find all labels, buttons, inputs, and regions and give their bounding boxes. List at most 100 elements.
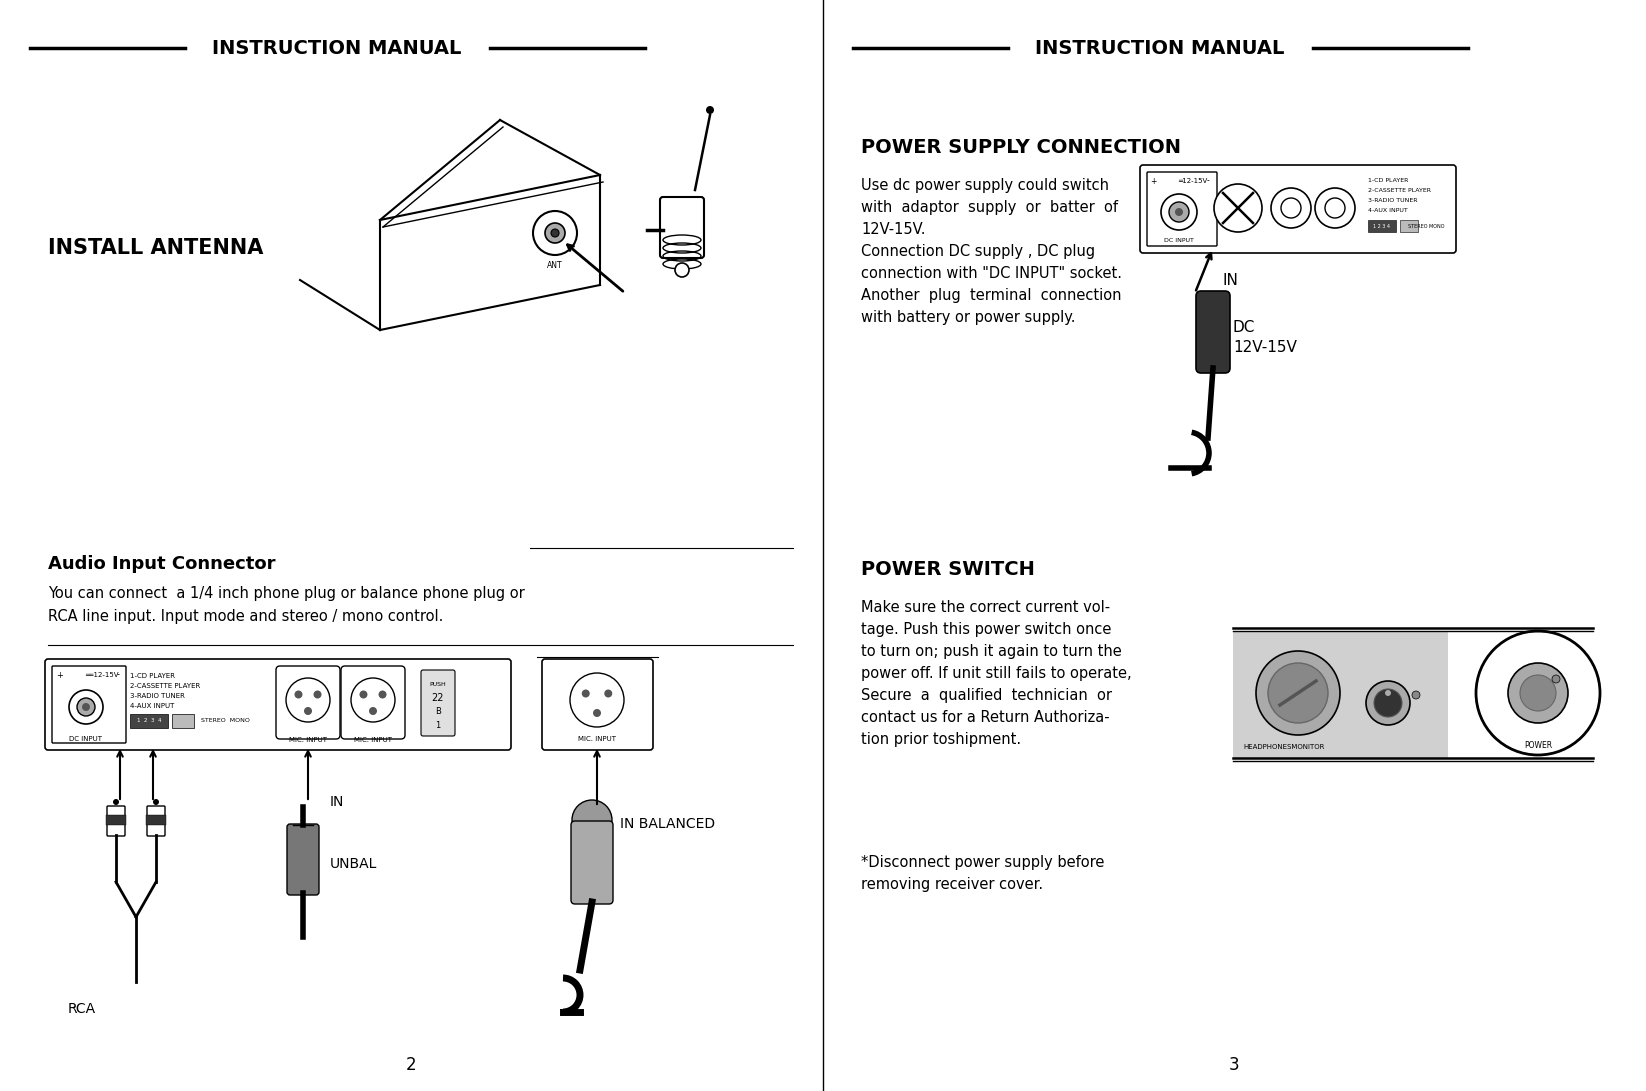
Text: Another  plug  terminal  connection: Another plug terminal connection bbox=[861, 288, 1121, 303]
Text: PUSH: PUSH bbox=[430, 682, 446, 686]
Text: ══12-15V: ══12-15V bbox=[86, 672, 119, 678]
FancyBboxPatch shape bbox=[660, 197, 704, 257]
Circle shape bbox=[1366, 681, 1411, 726]
Circle shape bbox=[675, 263, 690, 277]
Circle shape bbox=[581, 690, 589, 697]
Circle shape bbox=[573, 800, 612, 840]
Text: with battery or power supply.: with battery or power supply. bbox=[861, 310, 1075, 325]
Text: ═12-15V: ═12-15V bbox=[1179, 178, 1207, 184]
Text: Audio Input Connector: Audio Input Connector bbox=[48, 555, 275, 573]
Text: 12V-15V.: 12V-15V. bbox=[861, 221, 925, 237]
Text: to turn on; push it again to turn the: to turn on; push it again to turn the bbox=[861, 644, 1123, 659]
Text: POWER: POWER bbox=[1524, 741, 1552, 750]
Text: +: + bbox=[1151, 177, 1155, 185]
Text: INSTRUCTION MANUAL: INSTRUCTION MANUAL bbox=[212, 38, 461, 58]
Circle shape bbox=[1315, 188, 1355, 228]
Text: DC: DC bbox=[1233, 320, 1256, 335]
Circle shape bbox=[1175, 208, 1183, 216]
Bar bbox=[130, 714, 168, 728]
Text: IN: IN bbox=[329, 795, 344, 810]
Text: contact us for a Return Authoriza-: contact us for a Return Authoriza- bbox=[861, 710, 1109, 726]
Text: POWER SWITCH: POWER SWITCH bbox=[861, 560, 1035, 579]
Circle shape bbox=[1256, 651, 1340, 735]
Text: removing receiver cover.: removing receiver cover. bbox=[861, 877, 1044, 892]
Text: 1: 1 bbox=[436, 720, 441, 730]
Text: power off. If unit still fails to operate,: power off. If unit still fails to operat… bbox=[861, 666, 1131, 681]
FancyBboxPatch shape bbox=[571, 822, 612, 904]
Text: 4-AUX INPUT: 4-AUX INPUT bbox=[1368, 207, 1407, 213]
FancyBboxPatch shape bbox=[146, 806, 165, 836]
Circle shape bbox=[551, 229, 560, 237]
FancyBboxPatch shape bbox=[44, 659, 510, 750]
Text: DC INPUT: DC INPUT bbox=[69, 736, 102, 742]
FancyBboxPatch shape bbox=[542, 659, 653, 750]
Text: HEADPHONESMONITOR: HEADPHONESMONITOR bbox=[1243, 744, 1325, 750]
Bar bbox=[1233, 631, 1448, 758]
Text: tage. Push this power switch once: tage. Push this power switch once bbox=[861, 622, 1111, 637]
Text: MIC. INPUT: MIC. INPUT bbox=[354, 738, 392, 743]
Bar bbox=[105, 815, 127, 825]
Text: 2-CASSETTE PLAYER: 2-CASSETTE PLAYER bbox=[1368, 188, 1430, 192]
Circle shape bbox=[82, 703, 91, 711]
Text: 3: 3 bbox=[1228, 1056, 1239, 1074]
Circle shape bbox=[1508, 663, 1569, 723]
Circle shape bbox=[69, 690, 104, 724]
Circle shape bbox=[1267, 663, 1328, 723]
Text: IN BALANCED: IN BALANCED bbox=[621, 817, 714, 831]
FancyBboxPatch shape bbox=[1141, 165, 1457, 253]
Text: tion prior toshipment.: tion prior toshipment. bbox=[861, 732, 1021, 747]
Circle shape bbox=[114, 799, 119, 805]
FancyBboxPatch shape bbox=[421, 670, 454, 736]
Text: RCA line input. Input mode and stereo / mono control.: RCA line input. Input mode and stereo / … bbox=[48, 609, 443, 624]
Bar bbox=[1368, 220, 1396, 232]
Circle shape bbox=[1374, 690, 1402, 717]
Text: 4-AUX INPUT: 4-AUX INPUT bbox=[130, 703, 174, 709]
FancyBboxPatch shape bbox=[1197, 291, 1230, 373]
FancyBboxPatch shape bbox=[107, 806, 125, 836]
Text: UNBAL: UNBAL bbox=[329, 858, 377, 871]
Circle shape bbox=[295, 691, 303, 698]
Text: MIC. INPUT: MIC. INPUT bbox=[290, 738, 328, 743]
Circle shape bbox=[1169, 202, 1188, 221]
Circle shape bbox=[153, 799, 160, 805]
Text: +: + bbox=[56, 671, 64, 680]
Circle shape bbox=[305, 707, 313, 715]
Text: INSTRUCTION MANUAL: INSTRUCTION MANUAL bbox=[1035, 38, 1284, 58]
Text: Use dc power supply could switch: Use dc power supply could switch bbox=[861, 178, 1109, 193]
Text: 2-CASSETTE PLAYER: 2-CASSETTE PLAYER bbox=[130, 683, 201, 690]
Circle shape bbox=[379, 691, 387, 698]
Bar bbox=[1401, 220, 1417, 232]
Text: DC INPUT: DC INPUT bbox=[1164, 238, 1193, 243]
Circle shape bbox=[604, 690, 612, 697]
Circle shape bbox=[369, 707, 377, 715]
Circle shape bbox=[77, 698, 95, 716]
Circle shape bbox=[545, 223, 565, 243]
Circle shape bbox=[1412, 691, 1420, 699]
Circle shape bbox=[1215, 184, 1262, 232]
Text: 1-CD PLAYER: 1-CD PLAYER bbox=[1368, 178, 1409, 182]
Text: POWER SUPPLY CONNECTION: POWER SUPPLY CONNECTION bbox=[861, 137, 1180, 157]
Text: 3-RADIO TUNER: 3-RADIO TUNER bbox=[1368, 197, 1417, 203]
Text: Connection DC supply , DC plug: Connection DC supply , DC plug bbox=[861, 244, 1095, 259]
Text: 1-CD PLAYER: 1-CD PLAYER bbox=[130, 673, 174, 679]
Circle shape bbox=[706, 106, 714, 113]
Text: You can connect  a 1/4 inch phone plug or balance phone plug or: You can connect a 1/4 inch phone plug or… bbox=[48, 586, 525, 601]
Circle shape bbox=[1160, 194, 1197, 230]
Circle shape bbox=[593, 709, 601, 717]
Text: IN: IN bbox=[1223, 273, 1239, 288]
Text: 12V-15V: 12V-15V bbox=[1233, 340, 1297, 355]
Bar bbox=[171, 714, 194, 728]
Circle shape bbox=[1384, 690, 1391, 696]
Text: with  adaptor  supply  or  batter  of: with adaptor supply or batter of bbox=[861, 200, 1118, 215]
Text: -: - bbox=[1207, 177, 1210, 185]
Text: MIC. INPUT: MIC. INPUT bbox=[578, 736, 616, 742]
Circle shape bbox=[1476, 631, 1600, 755]
Text: Make sure the correct current vol-: Make sure the correct current vol- bbox=[861, 600, 1109, 615]
Text: STEREO MONO: STEREO MONO bbox=[1407, 224, 1444, 228]
Circle shape bbox=[533, 211, 578, 255]
Text: INSTALL ANTENNA: INSTALL ANTENNA bbox=[48, 238, 263, 257]
Circle shape bbox=[359, 691, 367, 698]
FancyBboxPatch shape bbox=[286, 824, 319, 895]
Text: 1 2 3 4: 1 2 3 4 bbox=[1373, 224, 1391, 228]
Circle shape bbox=[1552, 675, 1560, 683]
